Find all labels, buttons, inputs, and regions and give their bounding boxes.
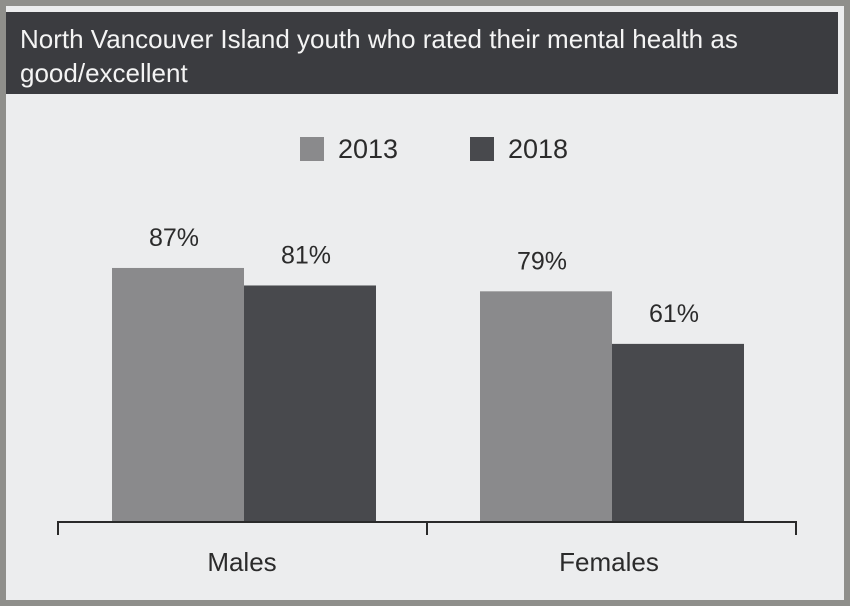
data-label-males-2013: 87% [149, 224, 199, 252]
data-label-females-2018: 61% [649, 300, 699, 328]
legend-label-2018: 2018 [508, 134, 568, 164]
bar-males-2018 [244, 285, 376, 522]
chart-title: North Vancouver Island youth who rated t… [20, 24, 738, 88]
bars-group: 87% 81% 79% 61% [112, 224, 744, 522]
legend: 2013 2018 [300, 134, 568, 164]
bar-females-2013 [480, 291, 612, 522]
x-axis-bracket [57, 521, 797, 535]
category-label-males: Males [207, 547, 276, 577]
legend-swatch-2018 [470, 137, 494, 161]
legend-swatch-2013 [300, 137, 324, 161]
category-label-females: Females [559, 547, 659, 577]
x-axis: Males Females [57, 521, 797, 577]
data-label-males-2018: 81% [281, 241, 331, 269]
data-label-females-2013: 79% [517, 247, 567, 275]
bar-males-2013 [112, 267, 244, 522]
chart-title-bar: North Vancouver Island youth who rated t… [6, 12, 838, 94]
legend-label-2013: 2013 [338, 134, 398, 164]
bar-females-2018 [612, 343, 744, 522]
